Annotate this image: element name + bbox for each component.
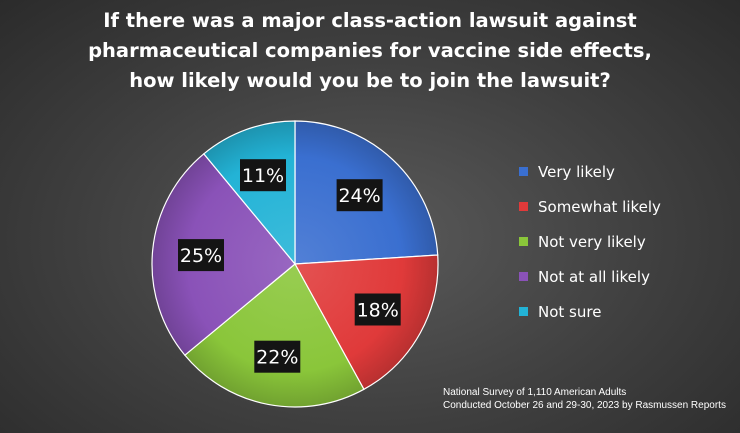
legend-label: Not at all likely — [538, 267, 650, 286]
data-label-background — [254, 340, 301, 373]
data-label-background — [178, 239, 224, 272]
legend-label: Not very likely — [538, 232, 646, 251]
data-label-text: 18% — [357, 300, 399, 322]
legend-item-somewhat-likely: Somewhat likely — [519, 189, 661, 224]
legend-item-not-at-all-likely: Not at all likely — [519, 259, 661, 294]
legend-label: Very likely — [538, 162, 615, 181]
data-label-2: 18% — [354, 293, 401, 326]
source-note-line-1: National Survey of 1,110 American Adults — [443, 387, 627, 398]
data-label-4: 25% — [178, 239, 224, 272]
chart-title: If there was a major class-action lawsui… — [0, 6, 740, 96]
data-label-1: 24% — [336, 179, 383, 212]
data-label-5: 11% — [240, 159, 286, 192]
legend-swatch — [519, 272, 528, 281]
legend-item-not-sure: Not sure — [519, 294, 661, 329]
legend-label: Somewhat likely — [538, 197, 661, 216]
legend: Very likely Somewhat likely Not very likel… — [519, 154, 661, 329]
legend-swatch — [519, 202, 528, 211]
data-label-background — [354, 293, 401, 326]
legend-swatch — [519, 237, 528, 246]
data-label-text: 11% — [242, 165, 284, 187]
data-label-text: 24% — [338, 185, 380, 207]
legend-label: Not sure — [538, 302, 602, 321]
legend-swatch — [519, 167, 528, 176]
legend-item-very-likely: Very likely — [519, 154, 661, 189]
chart-title-line-3: how likely would you be to join the laws… — [129, 69, 611, 92]
pie-slice-not-sure — [203, 120, 296, 266]
legend-swatch — [519, 307, 528, 316]
legend-item-not-very-likely: Not very likely — [519, 224, 661, 259]
pie-slice-not-very-likely — [183, 263, 365, 408]
data-label-text: 22% — [256, 347, 298, 369]
chart-title-line-1: If there was a major class-action lawsui… — [103, 9, 637, 32]
data-label-3: 22% — [254, 340, 301, 373]
data-label-background — [240, 159, 286, 192]
source-note: National Survey of 1,110 American Adults… — [443, 386, 726, 412]
data-label-background — [336, 179, 383, 212]
data-label-text: 25% — [180, 245, 222, 267]
source-note-line-2: Conducted October 26 and 29-30, 2023 by … — [443, 400, 726, 411]
chart-title-line-2: pharmaceutical companies for vaccine sid… — [88, 39, 652, 62]
